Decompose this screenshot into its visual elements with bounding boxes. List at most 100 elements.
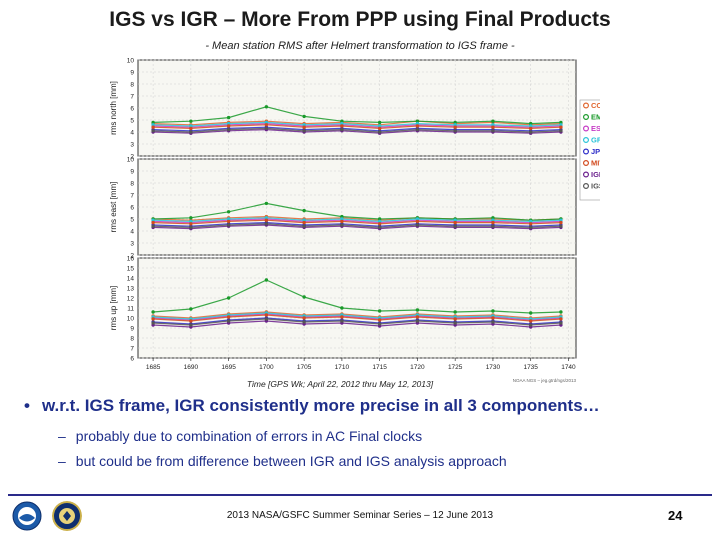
data-point-mit [377,318,382,322]
y-axis-label: rms east [mm] [109,182,118,233]
data-point-mit [151,317,155,321]
series-line-igs [153,127,561,133]
data-point-igs [264,126,269,131]
x-tick-label: 1725 [448,364,463,371]
y-tick-label: 8 [130,336,134,343]
y-tick-label: 10 [127,316,135,323]
series-line-jpl [153,317,561,325]
series-line-esa [153,313,561,321]
y-tick-label: 3 [130,241,134,248]
legend-marker-emr [583,113,590,120]
x-tick-label: 1720 [410,364,425,371]
data-point-igs [377,225,382,230]
y-tick-label: 2 [130,253,134,260]
data-point-gfz [491,123,495,127]
legend-marker-igs [583,183,590,190]
data-point-emr [491,309,495,313]
data-point-gfz [491,218,495,222]
y-tick-label: 8 [130,82,134,89]
data-point-mit [340,315,344,319]
footer-divider [8,494,712,496]
data-point-igs [264,317,269,321]
y-tick-label: 6 [130,356,134,363]
data-point-mit [302,220,306,225]
y-tick-label: 15 [127,266,135,273]
data-point-gfz [415,217,420,221]
noaa-logo-icon [12,501,42,531]
x-tick-label: 1700 [259,364,274,371]
x-tick-label: 1685 [146,364,161,371]
data-point-gfz [340,121,344,126]
data-point-gfz [377,219,382,224]
footer-text: 2013 NASA/GSFC Summer Seminar Series – 1… [226,510,494,521]
data-point-gfz [189,124,193,128]
data-point-gfz [151,218,155,222]
data-point-gfz [559,123,563,127]
series-line-cod [153,311,561,319]
data-point-gfz [226,121,231,126]
data-point-mit [151,220,155,225]
subpoint-text: probably due to combination of errors in… [75,428,423,444]
series-line-esa [153,218,561,224]
data-point-igs [453,321,457,325]
ngs-seal-icon [52,501,82,531]
y-tick-label: 9 [130,70,134,77]
data-point-mit [528,126,533,131]
data-point-mit [559,220,563,225]
series-line-jpl [153,221,561,227]
data-point-emr [264,201,269,206]
data-point-igs [151,224,155,228]
data-point-emr [151,120,155,125]
legend-box [579,99,600,201]
data-point-mit [491,316,495,320]
x-tick-label: 1705 [297,364,312,371]
y-tick-label: 11 [127,306,134,313]
y-tick-label: 13 [127,286,135,293]
y-tick-label: 9 [130,326,134,333]
data-point-igs [491,224,495,228]
rms-chart: 2 3 4 5 6 7 8 9 10 rms north [mm] 2 3 4 5 6 7 8 9 10 rms ea… [109,58,600,389]
data-point-emr [377,217,382,221]
data-point-igs [226,319,231,323]
subpoint: – but could be from difference between IG… [58,453,507,469]
data-point-mit [189,222,193,226]
page-number: 24 [668,508,683,523]
subpoint-marker: – [58,428,66,444]
data-point-emr [415,308,420,312]
data-point-mit [340,124,344,128]
series-line-emr [153,106,561,125]
data-point-gfz [415,121,420,126]
data-point-gfz [453,218,457,222]
y-tick-label: 6 [130,205,134,212]
y-tick-label: 4 [130,130,134,137]
legend-marker-mit [583,159,590,166]
data-point-mit [415,219,420,224]
x-tick-label: 1730 [486,364,501,371]
data-point-emr [302,295,306,299]
data-point-mit [302,125,306,129]
legend-label: GFZ [591,136,600,145]
data-point-igs [415,223,420,227]
data-point-igs [151,129,155,133]
data-point-mit [559,125,563,129]
data-point-igs [302,224,306,228]
data-point-mit [151,125,155,129]
data-point-emr [415,119,420,123]
data-point-igs [559,224,563,228]
data-point-igs [453,224,457,228]
data-point-emr [151,310,155,314]
series-line-mit [153,314,561,322]
x-tick-label: 1690 [184,364,199,371]
y-tick-label: 4 [130,229,134,236]
data-point-emr [528,121,533,126]
data-point-mit [226,315,231,319]
legend-label: IGR [591,170,600,179]
series-line-mit [153,219,561,225]
data-point-mit [340,219,344,224]
data-point-mit [453,220,457,225]
subpoint: – probably due to combination of errors i… [58,428,422,444]
series-line-cod [153,215,561,221]
chart-credit: NOAA NGS – jeg.gtrd/ngs/2013 [513,378,577,383]
data-point-emr [340,119,344,123]
data-point-igs [453,129,457,133]
